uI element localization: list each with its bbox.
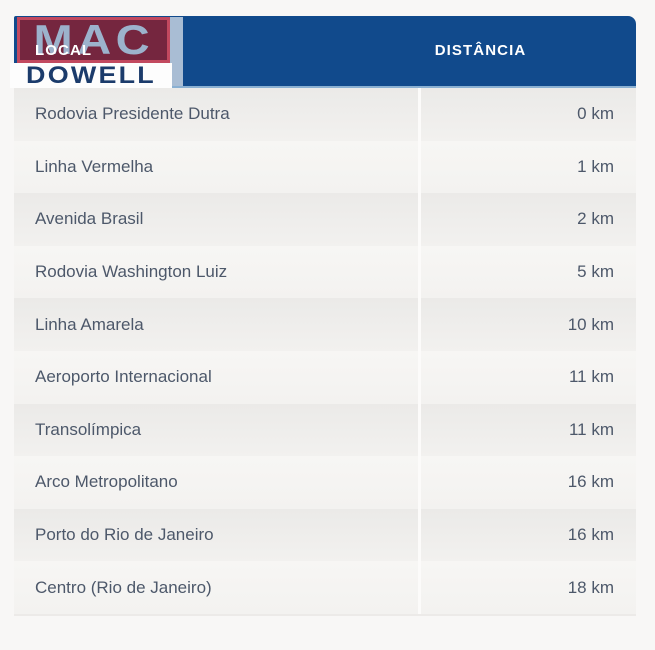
row-distance-cell: 0 km: [421, 88, 636, 141]
column-header-distancia-label: DISTÂNCIA: [434, 42, 527, 59]
column-header-local: LOCAL: [14, 42, 325, 60]
table-body: Rodovia Presidente Dutra 0 km Linha Vermel…: [14, 88, 636, 616]
table-row: Rodovia Presidente Dutra 0 km: [14, 88, 636, 141]
distance-table: LOCAL DISTÂNCIA Rodovia Presidente Dutra…: [14, 16, 636, 616]
table-row: Aeroporto Internacional 11 km: [14, 350, 636, 404]
row-local-label: Rodovia Presidente Dutra: [35, 104, 230, 124]
row-distance-cell: 16 km: [421, 456, 636, 509]
table-row: Linha Amarela 10 km: [14, 298, 636, 351]
row-distance-cell: 5 km: [421, 246, 636, 299]
row-distance-value: 0 km: [577, 104, 614, 124]
row-local-label: Porto do Rio de Janeiro: [35, 525, 214, 545]
row-distance-cell: 1 km: [421, 141, 636, 194]
row-local-label: Avenida Brasil: [35, 209, 144, 229]
row-local-cell: Rodovia Presidente Dutra: [14, 88, 421, 141]
row-local-cell: Linha Amarela: [14, 298, 421, 351]
row-local-cell: Centro (Rio de Janeiro): [14, 561, 421, 614]
table-row: Linha Vermelha 1 km: [14, 140, 636, 194]
macdowell-logo: MAC DOWELL: [10, 16, 183, 88]
row-distance-cell: 11 km: [421, 351, 636, 404]
row-local-cell: Porto do Rio de Janeiro: [14, 508, 421, 562]
row-distance-value: 5 km: [577, 262, 614, 282]
column-header-distancia: DISTÂNCIA: [325, 42, 636, 60]
row-local-cell: Transolímpica: [14, 403, 421, 457]
row-local-label: Rodovia Washington Luiz: [35, 262, 228, 282]
table-row: Rodovia Washington Luiz 5 km: [14, 245, 636, 299]
table-row: Centro (Rio de Janeiro) 18 km: [14, 561, 636, 616]
logo-side-band: [170, 17, 183, 86]
row-distance-value: 16 km: [567, 525, 614, 545]
row-local-cell: Arco Metropolitano: [14, 456, 421, 509]
row-local-cell: Avenida Brasil: [14, 193, 421, 246]
row-distance-value: 18 km: [567, 577, 614, 597]
table-row: Avenida Brasil 2 km: [14, 193, 636, 246]
row-local-label: Linha Vermelha: [35, 156, 154, 176]
row-distance-value: 11 km: [568, 367, 614, 387]
logo-dowell-strip: DOWELL: [10, 63, 172, 88]
row-distance-cell: 2 km: [421, 193, 636, 246]
row-distance-value: 2 km: [577, 209, 614, 229]
table-row: Transolímpica 11 km: [14, 403, 636, 457]
table-row: Arco Metropolitano 16 km: [14, 456, 636, 509]
row-distance-value: 16 km: [567, 472, 614, 492]
row-distance-cell: 11 km: [421, 404, 636, 457]
row-local-label: Transolímpica: [35, 419, 142, 439]
row-local-label: Centro (Rio de Janeiro): [35, 577, 212, 597]
row-distance-value: 1 km: [577, 156, 614, 176]
logo-mac-box: MAC: [17, 17, 170, 63]
logo-mac-text: MAC: [33, 17, 154, 63]
logo-dowell-text: DOWELL: [26, 61, 156, 89]
column-header-local-label: LOCAL: [35, 42, 93, 59]
row-local-cell: Linha Vermelha: [14, 140, 421, 194]
row-distance-value: 10 km: [567, 314, 614, 334]
row-distance-value: 11 km: [568, 419, 614, 439]
row-distance-cell: 16 km: [421, 509, 636, 562]
row-local-label: Linha Amarela: [35, 314, 144, 334]
row-local-label: Arco Metropolitano: [35, 472, 178, 492]
row-distance-cell: 18 km: [421, 561, 636, 614]
row-local-cell: Aeroporto Internacional: [14, 350, 421, 404]
row-distance-cell: 10 km: [421, 298, 636, 351]
row-local-label: Aeroporto Internacional: [35, 367, 212, 387]
table-row: Porto do Rio de Janeiro 16 km: [14, 508, 636, 562]
row-local-cell: Rodovia Washington Luiz: [14, 245, 421, 299]
